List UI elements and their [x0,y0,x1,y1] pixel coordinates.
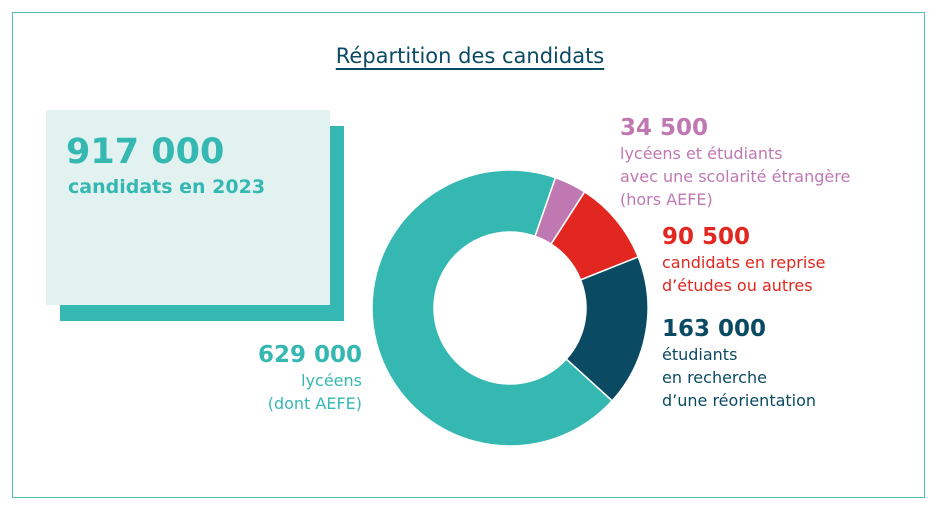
label-lyceens: 629 000 lycéens (dont AEFE) [258,341,362,415]
label-lyceens-line-1: lycéens [301,371,362,390]
label-reprise-value: 90 500 [662,224,751,250]
label-lyceens-line-2: (dont AEFE) [267,394,362,413]
chart-title-wrap: Répartition des candidats [0,44,940,68]
total-value: 917 000 [66,132,225,172]
total-label: candidats en 2023 [68,176,266,198]
label-lyceens-value: 629 000 [257,342,362,368]
label-reorientation-line-3: d’une réorientation [662,391,817,410]
label-etrangers-value: 34 500 [620,115,709,141]
label-reorientation-line-2: en recherche [662,368,767,387]
label-reorientation: 163 000 étudiants en recherche d’une réo… [662,315,816,412]
total-card: 917 000 candidats en 2023 [46,110,330,305]
label-reprise-line-1: candidats en reprise [662,253,826,272]
figure-frame [12,12,925,498]
label-etrangers-line-2: avec une scolarité étrangère [620,167,851,186]
chart-title: Répartition des candidats [335,44,605,68]
label-etrangers: 34 500 lycéens et étudiants avec une sco… [620,114,850,211]
label-reorientation-line-1: étudiants [662,345,738,364]
label-reorientation-value: 163 000 [662,316,767,342]
label-reprise-line-2: d’études ou autres [662,276,813,295]
label-etrangers-line-1: lycéens et étudiants [620,144,783,163]
label-etrangers-line-3: (hors AEFE) [620,190,713,209]
label-reprise: 90 500 candidats en reprise d’études ou … [662,223,826,297]
donut-slice [371,169,614,447]
